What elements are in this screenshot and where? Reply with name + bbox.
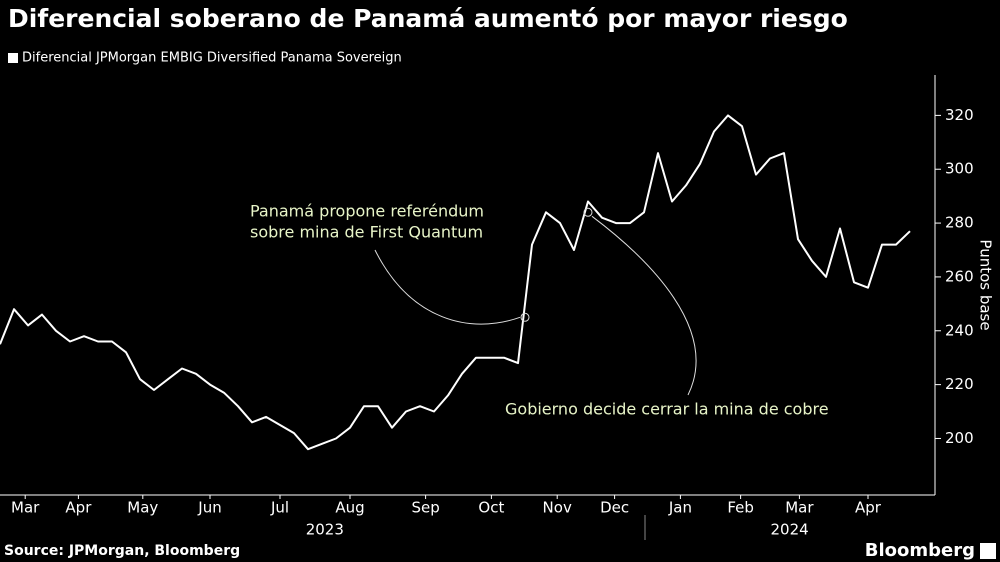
annotation-text: Gobierno decide cerrar la mina de cobre [505,400,829,419]
annotation-leader [374,249,521,325]
x-tick-label: Jun [197,499,221,517]
y-tick-label: 300 [945,160,974,178]
year-label: 2023 [306,521,344,539]
x-tick-label: Feb [727,499,754,517]
x-tick-label: Jul [270,499,289,517]
x-tick-label: Dec [600,499,629,517]
annotation-text: Panamá propone referéndum [250,202,484,221]
source: Source: JPMorgan, Bloomberg [4,543,240,559]
year-label: 2024 [771,521,809,539]
x-tick-label: Mar [785,499,814,517]
y-tick-label: 260 [945,267,974,285]
x-tick-label: Jan [668,499,692,517]
annotation-point [583,207,593,217]
line-series [0,114,911,451]
brand: Bloomberg [865,540,975,561]
annotation-leader [591,215,697,396]
x-tick-label: Apr [65,499,92,517]
x-tick-label: Nov [543,499,572,517]
annotation-text: sobre mina de First Quantum [250,223,483,242]
y-tick-label: 220 [945,375,974,393]
y-tick-label: 200 [945,429,974,447]
x-tick-label: Aug [335,499,364,517]
y-axis-label: Puntos base [977,239,995,330]
y-tick-label: 320 [945,106,974,124]
legend-label: Diferencial JPMorgan EMBIG Diversified P… [22,51,402,66]
y-tick-label: 280 [945,214,974,232]
brand-icon [980,543,996,559]
chart-title: Diferencial soberano de Panamá aumentó p… [8,4,848,33]
legend-swatch [8,53,18,63]
x-tick-label: Apr [855,499,882,517]
y-tick-label: 240 [945,321,974,339]
x-tick-label: Oct [478,499,504,517]
x-tick-label: May [127,499,158,517]
x-tick-label: Sep [411,499,439,517]
x-tick-label: Mar [11,499,40,517]
annotation-point [520,312,530,322]
